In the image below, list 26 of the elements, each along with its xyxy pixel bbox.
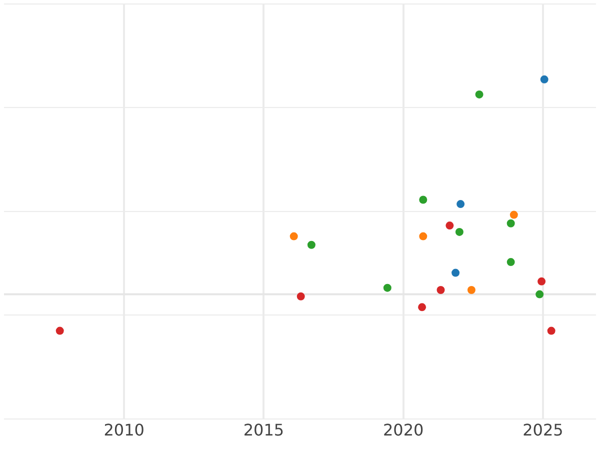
x-tick-label: 2010 — [104, 420, 144, 440]
point — [475, 90, 484, 98]
point — [467, 286, 476, 294]
point — [290, 232, 298, 240]
point — [446, 222, 454, 230]
point — [456, 200, 465, 208]
point — [436, 286, 445, 294]
point — [538, 277, 546, 286]
point — [419, 196, 428, 204]
point — [296, 292, 305, 300]
point — [383, 284, 392, 292]
point — [56, 326, 64, 335]
point — [506, 219, 515, 228]
point — [536, 290, 544, 298]
x-tick-label: 2015 — [243, 420, 284, 440]
point — [506, 258, 515, 266]
point — [307, 240, 316, 249]
point — [455, 228, 464, 236]
point — [547, 326, 556, 335]
x-tick-label: 2025 — [522, 420, 564, 440]
point — [418, 303, 426, 312]
point — [452, 268, 460, 277]
point — [510, 210, 518, 219]
x-tick-label: 2020 — [382, 420, 424, 440]
point — [540, 75, 548, 84]
point — [419, 232, 428, 240]
